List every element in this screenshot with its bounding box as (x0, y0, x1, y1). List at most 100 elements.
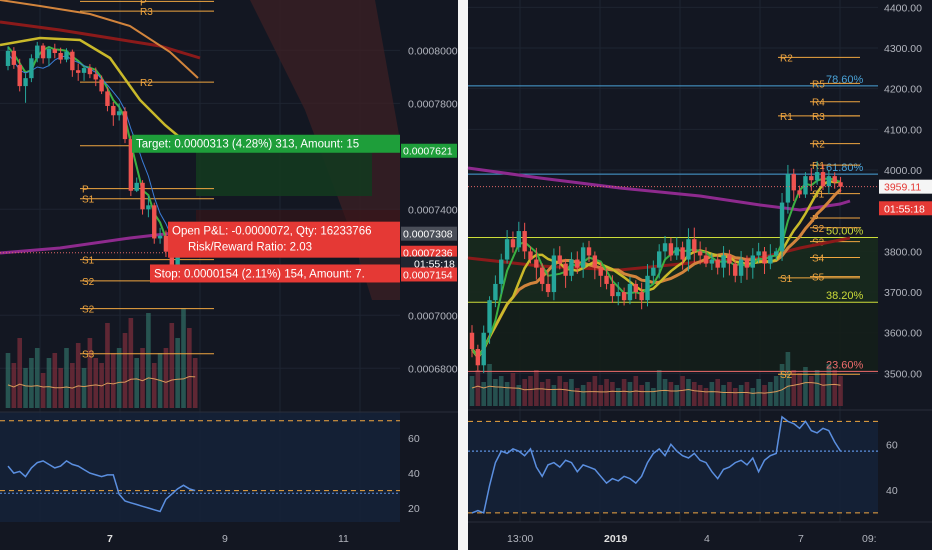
volume-bar (557, 376, 563, 406)
candle (11, 50, 17, 65)
price-tick-label: 3600.00 (884, 328, 922, 340)
candle (715, 259, 720, 268)
candle (499, 259, 504, 284)
volume-bar (516, 385, 522, 406)
volume-bar (175, 338, 180, 408)
volume-bar (187, 328, 192, 408)
candle (727, 255, 732, 264)
rsi-line (7, 459, 196, 513)
pivot-label: R5 (812, 79, 825, 90)
moving-average-purple (467, 166, 851, 212)
candle (46, 49, 52, 59)
candle (40, 45, 46, 59)
candle (58, 52, 63, 60)
volume-bar (475, 370, 481, 406)
moving-average-green (471, 177, 842, 359)
volume-bar (785, 352, 791, 406)
pnl-label-box (168, 221, 400, 258)
candle (703, 255, 709, 264)
rsi-tick-label: 40 (886, 485, 898, 497)
volume-bar (122, 333, 128, 408)
volume-bar (128, 318, 134, 408)
candle (662, 243, 668, 252)
volume-bar (192, 358, 198, 408)
price-tick-label: 0.0007800 (408, 98, 458, 110)
price-label-box (401, 226, 457, 241)
candle (627, 283, 633, 301)
pivot-label: S2 (780, 370, 793, 381)
volume-bar (744, 382, 750, 406)
price-label-box (879, 179, 932, 194)
time-tick-label: 7 (798, 533, 804, 545)
pivot-label: P (82, 185, 89, 196)
pane-separator (458, 0, 468, 550)
candle (610, 283, 615, 297)
candle (146, 205, 151, 210)
price-label-target: 0.0007621 (403, 146, 453, 158)
target-label-box (132, 134, 400, 153)
volume-bar (803, 367, 808, 406)
candle (516, 231, 521, 248)
volume-bar (797, 373, 802, 406)
volume-average-line (471, 382, 841, 394)
volume-bar (639, 385, 644, 406)
volume-bar (732, 388, 738, 406)
candle (122, 111, 128, 140)
price-label-current: 3959.11 (884, 182, 921, 194)
volume-bar (604, 379, 609, 406)
volume-bar (34, 348, 40, 408)
candle (493, 283, 498, 301)
volume-bar (750, 388, 756, 406)
right-chart-panel: 78.60% 61.80% 50.00% 38.20% 23.60% R2 R5 R4 R3 R1… (467, 0, 932, 550)
time-tick-label: 4 (704, 533, 710, 545)
volume-bar (668, 382, 674, 406)
price-tick-label: 0.0007000 (408, 310, 458, 322)
fib-label: 50.00% (826, 226, 864, 238)
moving-average-orange (0, 0, 199, 79)
volume-bar (116, 348, 122, 408)
candle (522, 231, 527, 252)
candle (814, 172, 820, 181)
volume-bar (569, 379, 574, 406)
price-tick-label: 4000.00 (884, 165, 922, 177)
candle (709, 259, 715, 264)
price-tick-label: 4300.00 (884, 43, 922, 55)
candle (803, 176, 808, 195)
candle (70, 51, 75, 71)
candle (768, 255, 773, 264)
time-tick-label: 2019 (604, 533, 628, 545)
right-price-axis (878, 0, 932, 550)
price-tick-label: 3800.00 (884, 246, 922, 258)
candle (134, 182, 139, 191)
time-tick-label: 11 (338, 533, 349, 545)
volume-average-line (7, 375, 196, 389)
candle (651, 267, 656, 276)
volume-bar (580, 385, 586, 406)
pivot-label: R1 (780, 112, 793, 123)
volume-bar (487, 364, 492, 406)
price-label-stop: 0.0007154 (403, 269, 453, 281)
volume-bar (715, 379, 720, 406)
candle (686, 239, 691, 260)
volume-bar (93, 358, 99, 408)
volume-bar (621, 379, 627, 406)
fib-zone-lower (468, 302, 878, 372)
candle (29, 58, 34, 79)
candle (469, 332, 475, 350)
candle (481, 332, 486, 366)
volume-bar (592, 376, 598, 406)
volume-bar (140, 348, 145, 408)
volume-bar (768, 382, 773, 406)
price-label-box (879, 201, 932, 216)
volume-bar (809, 376, 814, 406)
pivot-label: R2 (780, 53, 793, 64)
candle (540, 267, 545, 284)
pivot-label: P (812, 214, 819, 225)
pivot-label: S4 (812, 253, 825, 264)
candle (721, 255, 726, 268)
candle (580, 247, 586, 268)
rsi-tick-label: 20 (408, 503, 420, 515)
price-tick-label: 0.0008000 (408, 45, 458, 57)
volume-bar (586, 382, 592, 406)
